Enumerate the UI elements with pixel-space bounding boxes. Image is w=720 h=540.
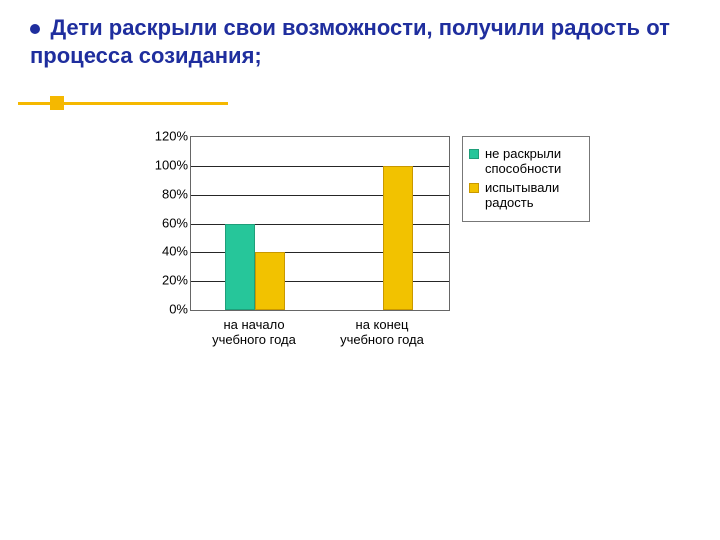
y-tick-label: 80% bbox=[138, 187, 188, 200]
y-tick-label: 60% bbox=[138, 216, 188, 229]
legend: не раскрыли способности испытывали радост… bbox=[462, 136, 590, 222]
y-tick-label: 20% bbox=[138, 274, 188, 287]
y-tick-label: 100% bbox=[138, 158, 188, 171]
x-tick-label: на конец учебного года bbox=[327, 318, 437, 348]
bar bbox=[255, 252, 285, 310]
title-block: Дети раскрыли свои возможности, получили… bbox=[30, 14, 690, 69]
y-tick-label: 120% bbox=[138, 130, 188, 143]
slide-title: Дети раскрыли свои возможности, получили… bbox=[30, 15, 670, 68]
bar bbox=[383, 166, 413, 310]
legend-label: испытывали радость bbox=[485, 181, 583, 211]
legend-item: не раскрыли способности bbox=[469, 147, 583, 177]
legend-label: не раскрыли способности bbox=[485, 147, 583, 177]
x-tick-label: на начало учебного года bbox=[199, 318, 309, 348]
y-tick-label: 0% bbox=[138, 303, 188, 316]
legend-item: испытывали радость bbox=[469, 181, 583, 211]
plot-area bbox=[190, 136, 450, 311]
accent-square-icon bbox=[50, 96, 64, 110]
bar-chart: не раскрыли способности испытывали радост… bbox=[130, 130, 600, 430]
legend-swatch bbox=[469, 149, 479, 159]
title-bullet-icon bbox=[30, 24, 40, 34]
y-tick-label: 40% bbox=[138, 245, 188, 258]
slide: Дети раскрыли свои возможности, получили… bbox=[0, 0, 720, 540]
bar bbox=[225, 224, 255, 311]
legend-swatch bbox=[469, 183, 479, 193]
